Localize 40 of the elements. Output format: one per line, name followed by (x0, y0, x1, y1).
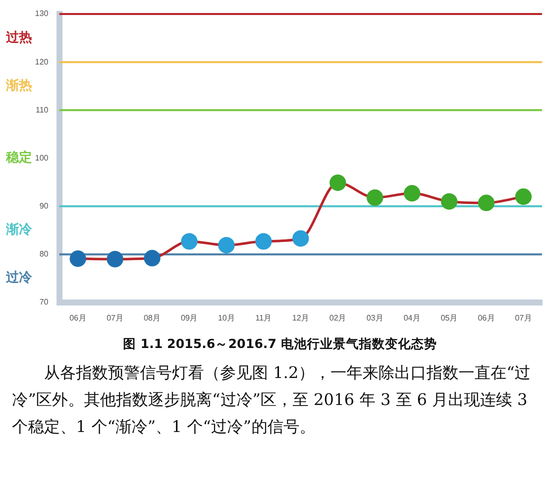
ref-line-label: 渐冷 (5, 222, 33, 238)
y-tick-label: 130 (34, 9, 49, 18)
x-tick-label: 02月 (329, 313, 346, 322)
y-tick-label: 110 (36, 105, 49, 114)
y-tick-label: 100 (34, 153, 49, 162)
x-tick-label: 04月 (404, 313, 421, 322)
y-tick-label: 80 (39, 250, 49, 259)
point (144, 250, 160, 266)
y-tick-label: 70 (39, 298, 49, 307)
ref-line-label: 过热 (5, 30, 32, 46)
point (366, 189, 384, 206)
point (440, 193, 458, 210)
x-tick-label: 10月 (218, 313, 235, 322)
point (255, 233, 272, 250)
x-tick-label: 11月 (255, 313, 272, 322)
point (218, 236, 235, 254)
text: 图 1.1 2015.6～2016.7 电池行业景气指数变化态势 (122, 336, 438, 353)
point (181, 233, 198, 250)
text: 从各指数预警信号灯看（参见图 1.2），一年来除出口指数一直在“过冷”区外。其他指数逐步脱离“过冷”区，至 2016 年 3 至 6 月出现连续 3 个稳定、1 个“渐冷”、1 个“过冷”的信号。 (12, 362, 532, 438)
x-tick-label: 07月 (514, 313, 532, 322)
point (292, 230, 309, 247)
x-tick-label: 09月 (180, 313, 198, 322)
x-tick-label: 05月 (440, 313, 458, 322)
point (106, 250, 124, 268)
x-tick-label: 07月 (106, 313, 124, 322)
x-tick-label: 06月 (478, 313, 495, 322)
ref-line-label: 过冷 (5, 270, 33, 286)
y-tick-label: 120 (34, 57, 49, 66)
x-tick-label: 03月 (366, 313, 384, 322)
y-tick-label: 90 (39, 201, 49, 210)
point (330, 174, 346, 191)
point (404, 185, 420, 202)
ref-line-label: 渐热 (5, 78, 32, 94)
ref-line-label: 稳定 (5, 150, 32, 166)
x-tick-label: 12月 (292, 313, 310, 322)
x-tick-label: 08月 (144, 313, 161, 322)
x-tick-label: 06月 (69, 313, 86, 322)
point (478, 194, 495, 212)
point (70, 250, 86, 267)
point (515, 188, 532, 205)
